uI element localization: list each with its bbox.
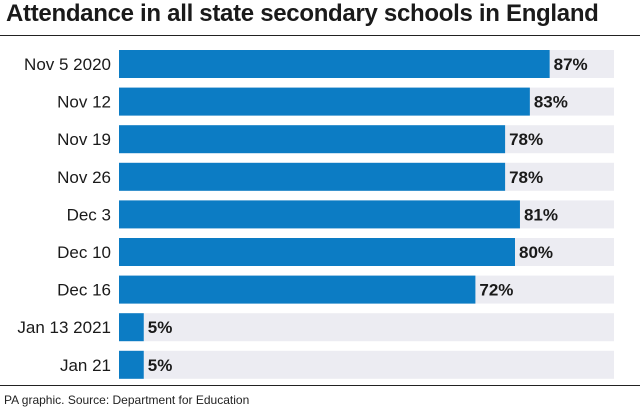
- value-label: 78%: [509, 130, 543, 149]
- bar-chart: Nov 5 2020 87% Nov 12 83% Nov 19 78% Nov 26 78%…: [17, 50, 614, 379]
- bar: [119, 350, 144, 379]
- title-divider: [0, 35, 640, 36]
- category-label: Nov 5 2020: [24, 55, 111, 74]
- category-label: Dec 3: [67, 205, 111, 224]
- value-label: 5%: [148, 356, 173, 375]
- bar: [119, 238, 515, 266]
- category-label: Nov 19: [57, 130, 111, 149]
- bar-track: [119, 313, 614, 342]
- chart-area: Nov 5 2020 87% Nov 12 83% Nov 19 78% Nov 26 78%…: [0, 46, 640, 382]
- value-label: 72%: [479, 281, 513, 300]
- category-label: Jan 21: [60, 356, 111, 375]
- footer-divider: [0, 385, 640, 386]
- bar-track: [119, 350, 614, 379]
- value-label: 78%: [509, 168, 543, 187]
- bar: [119, 162, 506, 191]
- bar: [119, 200, 520, 229]
- value-label: 80%: [519, 243, 553, 262]
- category-label: Dec 10: [57, 243, 111, 262]
- bar: [119, 313, 144, 342]
- value-label: 87%: [554, 55, 588, 74]
- category-label: Nov 26: [57, 168, 111, 187]
- bar: [119, 275, 476, 304]
- bar: [119, 125, 506, 154]
- category-label: Dec 16: [57, 281, 111, 300]
- value-label: 5%: [148, 318, 173, 337]
- value-label: 83%: [534, 93, 568, 112]
- bar: [119, 50, 550, 78]
- category-label: Jan 13 2021: [17, 318, 111, 337]
- chart-title: Attendance in all state secondary school…: [6, 0, 599, 27]
- category-label: Nov 12: [57, 93, 111, 112]
- bar: [119, 87, 530, 116]
- value-label: 81%: [524, 205, 558, 224]
- source-note: PA graphic. Source: Department for Educa…: [4, 393, 250, 407]
